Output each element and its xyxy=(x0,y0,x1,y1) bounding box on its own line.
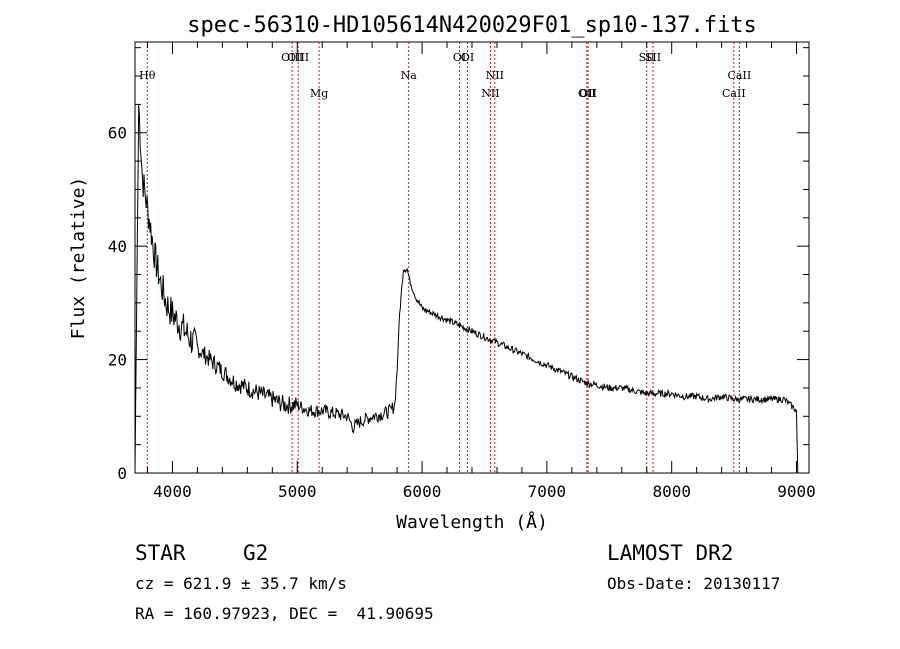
object-class: STAR xyxy=(135,541,186,565)
line-marker-label-12: SII xyxy=(645,51,661,64)
y-tick-label-1: 20 xyxy=(108,351,127,370)
line-marker-label-8: NII xyxy=(486,69,504,82)
observation-date: Obs-Date: 20130117 xyxy=(607,574,781,593)
emission-line-markers: HθOIIIOIIIMgNaOIOINIINIIOIIOIISIISIICaII… xyxy=(139,42,751,473)
x-tick-label-5: 9000 xyxy=(777,482,816,501)
line-marker-label-4: Na xyxy=(401,69,418,82)
y-tick-label-3: 60 xyxy=(108,124,127,143)
y-tick-label-0: 0 xyxy=(117,464,127,483)
line-marker-label-13: CaII xyxy=(722,87,746,100)
x-tick-label-4: 8000 xyxy=(652,482,691,501)
y-tick-label-2: 40 xyxy=(108,237,127,256)
chart-title: spec-56310-HD105614N420029F01_sp10-137.f… xyxy=(187,13,757,38)
line-marker-label-2: OIII xyxy=(287,51,309,64)
y-axis-ticks: 0 20 40 60 xyxy=(108,47,809,483)
line-marker-label-6: OI xyxy=(461,51,474,64)
x-tick-label-1: 5000 xyxy=(278,482,317,501)
survey-name: LAMOST DR2 xyxy=(607,541,734,565)
line-marker-label-5: OI xyxy=(453,51,466,64)
line-marker-label-3: Mg xyxy=(310,87,328,100)
sky-coordinates: RA = 160.97923, DEC = 41.90695 xyxy=(135,604,434,623)
redshift-velocity: cz = 621.9 ± 35.7 km/s xyxy=(135,574,347,593)
line-marker-label-9: OII xyxy=(578,87,596,100)
x-tick-label-2: 6000 xyxy=(403,482,442,501)
line-marker-label-0: Hθ xyxy=(139,69,156,82)
spectrum-line xyxy=(134,104,799,474)
x-tick-label-0: 4000 xyxy=(153,482,192,501)
line-marker-label-11: SII xyxy=(639,51,655,64)
x-axis-ticks: 4000 5000 6000 7000 8000 9000 xyxy=(146,42,816,501)
line-marker-label-10: OII xyxy=(579,87,597,100)
y-axis-label: Flux (relative) xyxy=(68,177,89,340)
line-marker-label-14: CaII xyxy=(728,69,752,82)
line-marker-label-7: NII xyxy=(481,87,499,100)
x-tick-label-3: 7000 xyxy=(528,482,567,501)
plot-frame xyxy=(134,41,810,474)
x-axis-label: Wavelength (Å) xyxy=(396,511,548,533)
object-subclass: G2 xyxy=(243,541,269,565)
